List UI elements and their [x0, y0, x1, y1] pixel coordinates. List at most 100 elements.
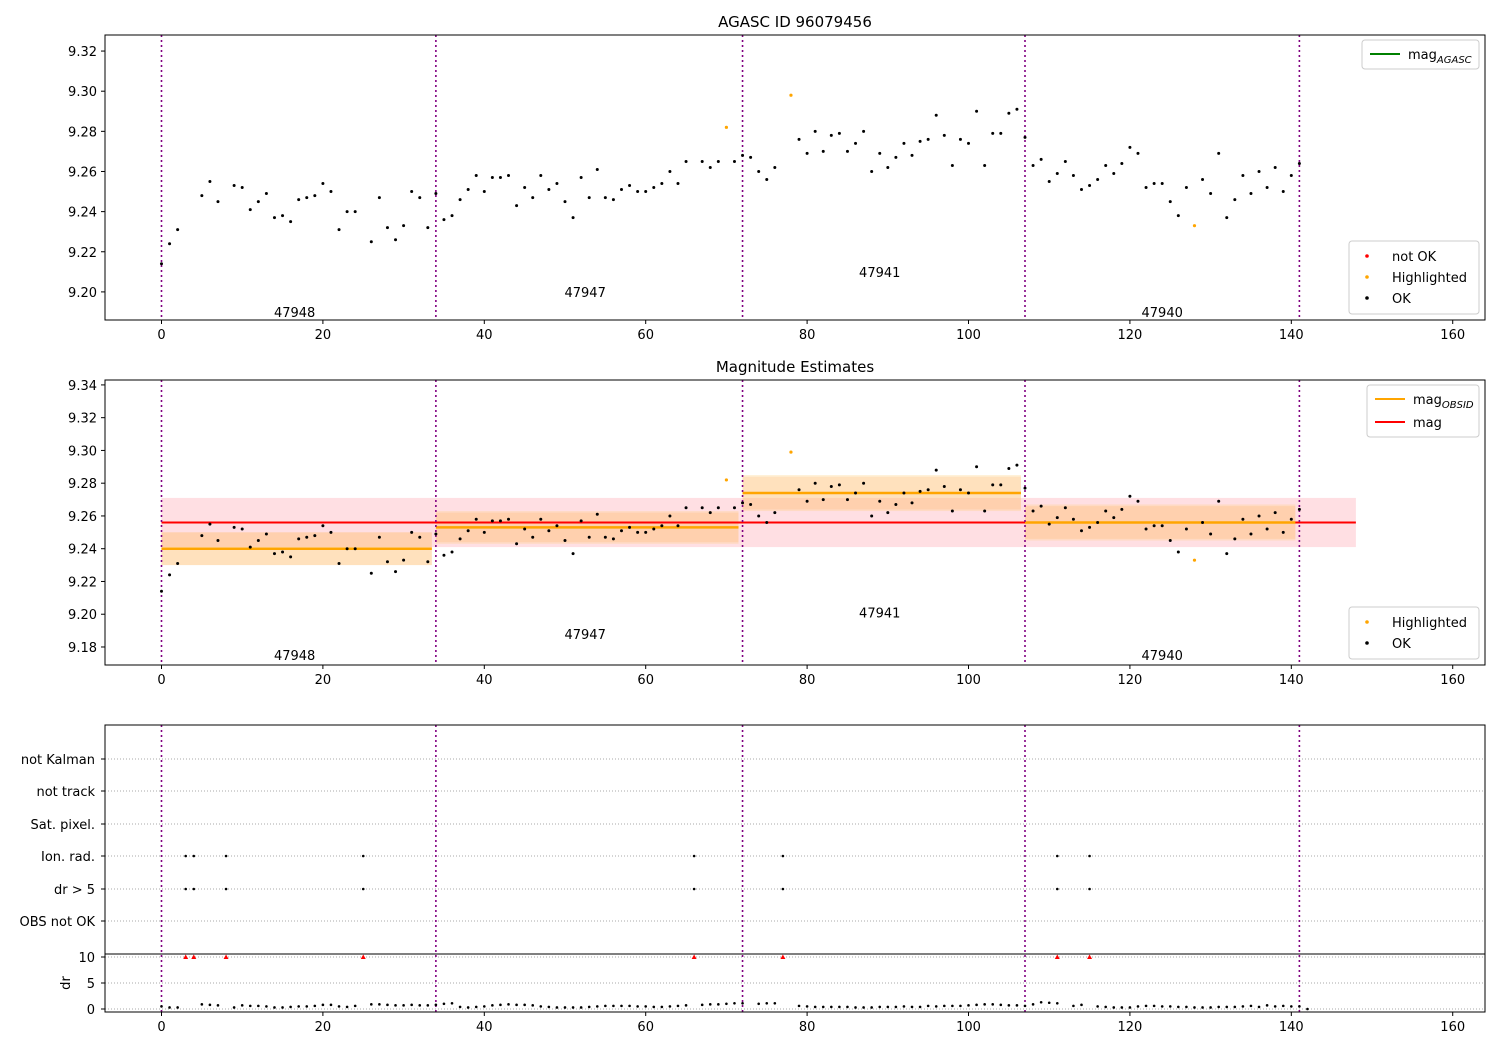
dr-point [595, 1005, 599, 1008]
dr-point [660, 1005, 664, 1009]
data-point-ok [757, 169, 761, 173]
dr-point [1306, 1007, 1309, 1011]
data-point-ok [490, 176, 494, 179]
data-point-ok [329, 530, 333, 534]
data-point-ok [264, 532, 268, 536]
y-tick-label: 9.24 [68, 543, 97, 558]
data-point-ok [1152, 182, 1156, 186]
data-point-ok [837, 483, 841, 487]
data-point-ok [1015, 107, 1019, 111]
dr-tick-label: 5 [87, 977, 95, 992]
dr-point [1185, 1005, 1188, 1009]
dr-point [240, 1004, 244, 1007]
data-point-ok [1289, 173, 1293, 177]
data-point-ok [248, 545, 252, 549]
data-point-ok [821, 498, 825, 502]
data-point-ok [700, 159, 704, 163]
dr-point [684, 1004, 688, 1007]
data-point-ok [466, 188, 470, 192]
data-point-ok [1144, 527, 1148, 531]
data-point-ok [732, 159, 736, 163]
dr-point [281, 1006, 284, 1009]
data-point-ok [240, 186, 244, 190]
dr-point [547, 1005, 551, 1009]
dr-point [1193, 1006, 1196, 1009]
data-point-ok [983, 509, 987, 513]
dr-point [434, 1003, 438, 1007]
data-point-ok [628, 184, 632, 188]
dr-point [232, 1006, 236, 1009]
legend-point-swatch [1365, 275, 1369, 279]
dr-point [491, 1004, 494, 1007]
dr-point [208, 1003, 212, 1007]
data-point-ok [1233, 537, 1237, 541]
dr-point [402, 1004, 405, 1007]
flag-label: Ion. rad. [41, 850, 95, 865]
data-point-ok [910, 501, 914, 505]
data-point-ok [1217, 499, 1221, 503]
dr-point [604, 1004, 607, 1008]
data-point-ok [644, 530, 648, 534]
legend-line-subscript: OBSID [1442, 400, 1474, 411]
data-point-ok [394, 570, 398, 574]
dr-point [910, 1005, 914, 1009]
data-point-ok [934, 468, 938, 472]
dr-point [1265, 1004, 1269, 1007]
dr-point [321, 1003, 325, 1007]
data-point-ok [773, 511, 777, 515]
data-point-ok [926, 137, 930, 141]
data-point-ok [741, 501, 745, 505]
data-point-ok [1160, 182, 1164, 186]
dr-point [1152, 1004, 1156, 1008]
data-point-ok [159, 589, 163, 593]
data-point-ok [305, 535, 309, 539]
data-point-ok [482, 190, 486, 194]
panel-flags-plot: OBS not OK dr > 5 Ion. rad. Sat. pixel. not … [20, 724, 1486, 1035]
data-point-ok [1055, 516, 1059, 520]
dr-point [1072, 1004, 1075, 1008]
data-point-ok [1063, 506, 1067, 510]
data-point-ok [1039, 157, 1043, 161]
x-tick-label: 60 [637, 1020, 654, 1035]
data-point-ok [515, 204, 519, 208]
data-point-ok [975, 465, 979, 469]
data-point-ok [539, 173, 543, 177]
data-point-ok [1136, 151, 1140, 155]
x-tick-label: 80 [799, 328, 816, 343]
dr-point [370, 1003, 373, 1006]
flag-label: OBS not OK [20, 915, 96, 930]
data-point-ok [716, 159, 720, 163]
data-point-ok [821, 149, 825, 153]
data-point-ok [1039, 504, 1043, 508]
data-point-ok [305, 196, 309, 200]
data-point-ok [1088, 525, 1092, 529]
data-point-ok [507, 517, 511, 521]
dr-point [765, 1001, 769, 1005]
data-point-ok [377, 196, 381, 200]
data-point-ok [619, 529, 623, 533]
data-point-ok [200, 194, 204, 198]
data-point-ok [1176, 550, 1180, 554]
data-point-ok [854, 141, 858, 145]
data-point-ok [474, 517, 478, 521]
dr-point [830, 1005, 833, 1009]
data-point-ok [983, 163, 987, 167]
dr-point [579, 1006, 583, 1009]
data-point-ok [232, 525, 236, 529]
data-point-ok [1096, 521, 1100, 524]
data-point-ok [176, 228, 180, 232]
dr-axis-label: dr [59, 976, 74, 990]
data-point-ok [1217, 151, 1221, 155]
dr-point [1290, 1005, 1293, 1008]
data-point-ok [402, 558, 406, 562]
flag-point [361, 887, 365, 891]
data-point-ok [1168, 539, 1172, 543]
data-point-ok [587, 535, 591, 539]
dr-point [1112, 1006, 1116, 1009]
data-point-ok [611, 537, 615, 541]
dr-point [813, 1005, 817, 1009]
dr-point [733, 1001, 736, 1005]
x-tick-label: 120 [1117, 673, 1142, 688]
data-point-ok [458, 537, 462, 541]
dr-point [612, 1004, 615, 1008]
